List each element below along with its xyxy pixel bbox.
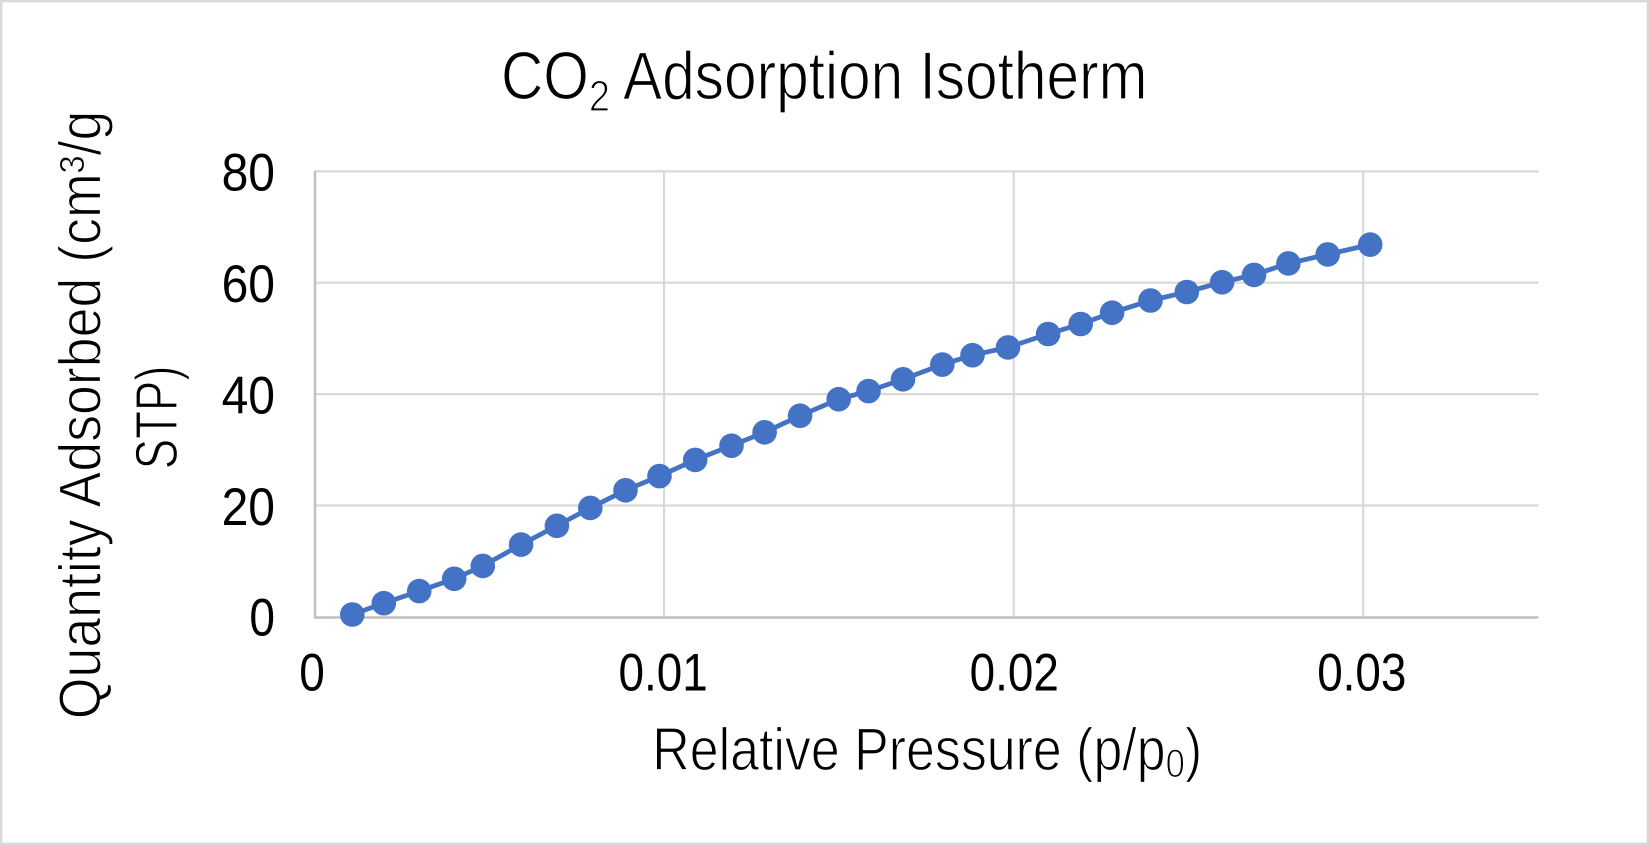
svg-text:40: 40	[222, 365, 275, 425]
svg-text:20: 20	[222, 477, 275, 537]
svg-text:Relative Pressure (p/p0): Relative Pressure (p/p0)	[652, 715, 1202, 785]
svg-text:0.01: 0.01	[618, 643, 707, 703]
svg-text:0.03: 0.03	[1317, 643, 1406, 703]
svg-text:0: 0	[299, 643, 325, 703]
svg-text:60: 60	[222, 254, 275, 314]
svg-text:0.02: 0.02	[970, 643, 1059, 703]
svg-text:Quantity Adsorbed (cm³/g: Quantity Adsorbed (cm³/g	[47, 111, 113, 720]
svg-text:STP): STP)	[124, 366, 190, 470]
svg-text:0: 0	[249, 588, 275, 648]
svg-text:80: 80	[222, 142, 275, 202]
